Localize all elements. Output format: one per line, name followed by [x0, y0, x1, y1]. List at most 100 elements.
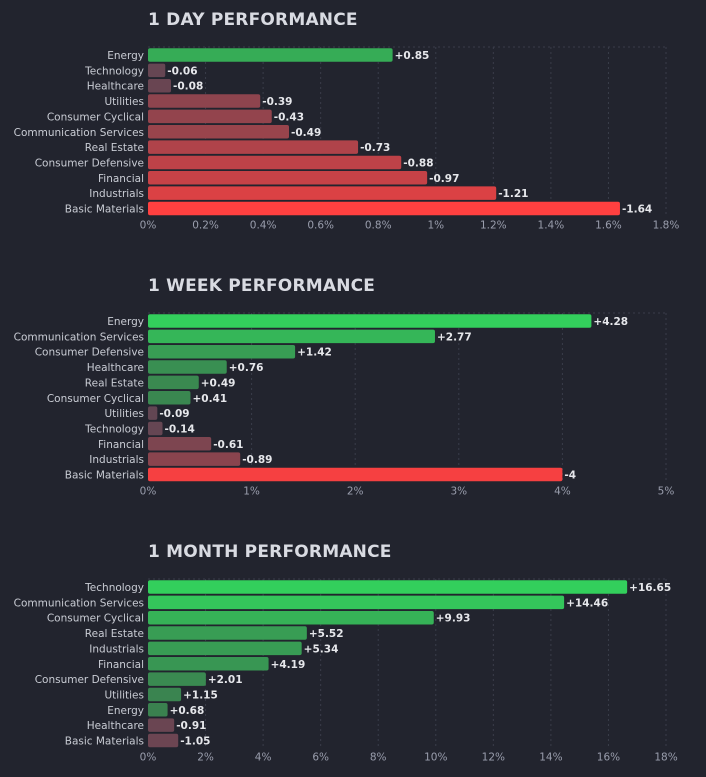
- day-category-label: Energy: [107, 50, 144, 62]
- day-tick-label: 0.8%: [365, 220, 392, 232]
- day-tick-label: 0.2%: [192, 220, 219, 232]
- month-category-label: Utilities: [104, 689, 144, 701]
- day-value-label: -1.64: [622, 204, 652, 216]
- month-tick-label: 0%: [140, 752, 157, 764]
- week-category-label: Industrials: [89, 454, 144, 466]
- month-tick-label: 18%: [654, 752, 677, 764]
- day-value-label: -0.39: [262, 96, 292, 108]
- month-grid: [148, 578, 667, 749]
- day-tick-label: 1.6%: [595, 220, 622, 232]
- week-tick-label: 4%: [554, 486, 571, 498]
- month-value-label: +5.34: [304, 643, 339, 655]
- day-value-label: -0.88: [403, 157, 433, 169]
- month-value-label: -1.05: [180, 736, 210, 748]
- day-bar: [148, 125, 290, 139]
- week-bar: [148, 391, 191, 405]
- day-category-label: Communication Services: [14, 127, 144, 139]
- week-bar: [148, 360, 227, 374]
- day-tick-label: 1.2%: [480, 220, 507, 232]
- day-value-label: -0.49: [291, 127, 321, 139]
- month-value-label: +2.01: [208, 674, 243, 686]
- month-tick-label: 10%: [424, 752, 447, 764]
- week-category-label: Technology: [84, 423, 144, 435]
- month-bar: [148, 657, 269, 671]
- week-performance-chart: Energy +4.28 Communication Services +2.77 Co…: [14, 312, 675, 498]
- week-bar: [148, 375, 199, 390]
- week-value-label: -4: [564, 470, 576, 482]
- week-value-label: -0.14: [165, 423, 195, 435]
- month-category-label: Industrials: [89, 643, 144, 655]
- week-category-label: Real Estate: [85, 377, 144, 389]
- week-tick-label: 2%: [347, 486, 364, 498]
- month-performance-panel: 1 MONTH PERFORMANCE Technology +16.65 Comm…: [0, 542, 706, 772]
- week-bar: [148, 467, 563, 482]
- week-value-label: +1.42: [297, 347, 332, 359]
- month-category-label: Technology: [84, 582, 144, 594]
- week-tick-label: 0%: [140, 486, 157, 498]
- day-performance-title: 1 DAY PERFORMANCE: [148, 10, 358, 30]
- month-tick-label: 2%: [197, 752, 214, 764]
- month-value-label: +1.15: [183, 689, 218, 701]
- week-bar: [148, 329, 435, 344]
- day-value-label: -0.08: [173, 81, 203, 93]
- month-bar: [148, 641, 302, 656]
- month-tick-label: 8%: [370, 752, 387, 764]
- day-value-label: -0.97: [429, 173, 459, 185]
- week-value-label: +4.28: [593, 316, 628, 328]
- month-category-label: Communication Services: [14, 597, 144, 609]
- week-value-label: +2.77: [437, 331, 472, 343]
- week-category-label: Communication Services: [14, 331, 144, 343]
- day-tick-label: 0.4%: [250, 220, 277, 232]
- day-value-label: +0.85: [395, 50, 430, 62]
- month-value-label: +4.19: [271, 659, 306, 671]
- week-category-label: Energy: [107, 316, 144, 328]
- day-category-label: Basic Materials: [65, 204, 144, 216]
- day-bar: [148, 78, 172, 93]
- month-bar: [148, 733, 179, 748]
- week-category-label: Utilities: [104, 408, 144, 420]
- month-bar: [148, 610, 434, 625]
- week-grid: [148, 312, 667, 483]
- day-category-label: Healthcare: [87, 81, 144, 93]
- week-category-label: Basic Materials: [65, 470, 144, 482]
- day-bar: [148, 48, 393, 62]
- day-bar: [148, 201, 620, 216]
- day-bar: [148, 109, 272, 124]
- week-tick-label: 1%: [243, 486, 260, 498]
- month-bar: [148, 580, 628, 594]
- day-tick-label: 0%: [140, 220, 157, 232]
- day-category-label: Real Estate: [85, 142, 144, 154]
- week-value-label: +0.76: [229, 362, 264, 374]
- month-bar: [148, 595, 565, 610]
- month-bar: [148, 626, 307, 640]
- month-value-label: +5.52: [309, 628, 344, 640]
- month-performance-chart: Technology +16.65 Communication Services +1…: [14, 578, 678, 764]
- month-tick-label: 14%: [539, 752, 562, 764]
- month-tick-label: 16%: [597, 752, 620, 764]
- day-value-label: -0.43: [274, 111, 304, 123]
- week-category-label: Healthcare: [87, 362, 144, 374]
- day-tick-label: 1%: [427, 220, 444, 232]
- week-bar: [148, 314, 592, 328]
- day-tick-label: 1.4%: [538, 220, 565, 232]
- week-value-label: +0.41: [192, 393, 227, 405]
- week-tick-label: 3%: [450, 486, 467, 498]
- week-bar: [148, 452, 241, 466]
- month-bar: [148, 718, 175, 732]
- day-category-label: Financial: [98, 173, 144, 185]
- week-category-label: Financial: [98, 439, 144, 451]
- day-category-label: Industrials: [89, 188, 144, 200]
- week-value-label: -0.89: [242, 454, 272, 466]
- month-value-label: +14.46: [566, 597, 608, 609]
- month-tick-label: 6%: [312, 752, 329, 764]
- month-category-label: Consumer Cyclical: [47, 613, 144, 625]
- month-category-label: Real Estate: [85, 628, 144, 640]
- week-performance-title: 1 WEEK PERFORMANCE: [148, 276, 376, 296]
- month-category-label: Healthcare: [87, 720, 144, 732]
- week-tick-label: 5%: [658, 486, 675, 498]
- month-value-label: +9.93: [436, 613, 471, 625]
- month-category-label: Energy: [107, 705, 144, 717]
- month-bar: [148, 687, 182, 702]
- day-tick-label: 0.6%: [307, 220, 334, 232]
- month-tick-label: 4%: [255, 752, 272, 764]
